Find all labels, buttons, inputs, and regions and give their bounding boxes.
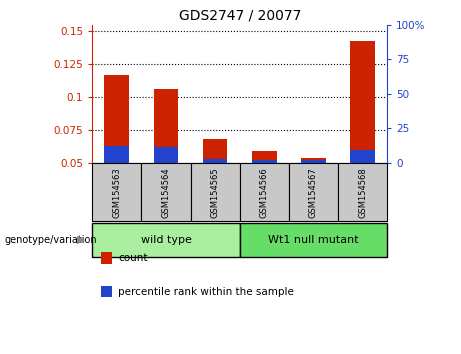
Bar: [92, 163, 142, 221]
Bar: [301, 158, 326, 163]
Text: wild type: wild type: [141, 235, 191, 245]
Text: GSM154563: GSM154563: [112, 167, 121, 218]
Bar: [154, 89, 178, 163]
Bar: [350, 41, 375, 163]
Text: GSM154565: GSM154565: [211, 167, 219, 218]
Text: GSM154566: GSM154566: [260, 167, 269, 218]
Title: GDS2747 / 20077: GDS2747 / 20077: [178, 8, 301, 22]
Bar: [240, 223, 387, 257]
Bar: [154, 147, 178, 163]
Bar: [289, 163, 338, 221]
Bar: [105, 75, 129, 163]
Bar: [301, 160, 326, 163]
Bar: [142, 163, 190, 221]
Bar: [203, 159, 227, 163]
Text: percentile rank within the sample: percentile rank within the sample: [118, 286, 295, 297]
Text: count: count: [118, 253, 148, 263]
Bar: [252, 151, 277, 163]
Bar: [338, 163, 387, 221]
Text: genotype/variation: genotype/variation: [5, 235, 97, 245]
Text: Wt1 null mutant: Wt1 null mutant: [268, 235, 359, 245]
Bar: [92, 223, 240, 257]
Text: GSM154568: GSM154568: [358, 167, 367, 218]
Text: GSM154567: GSM154567: [309, 167, 318, 218]
Bar: [190, 163, 240, 221]
Bar: [203, 139, 227, 163]
Bar: [350, 150, 375, 163]
Text: GSM154564: GSM154564: [161, 167, 171, 218]
Bar: [252, 160, 277, 163]
Bar: [105, 146, 129, 163]
Text: ▶: ▶: [77, 235, 85, 245]
Bar: [240, 163, 289, 221]
